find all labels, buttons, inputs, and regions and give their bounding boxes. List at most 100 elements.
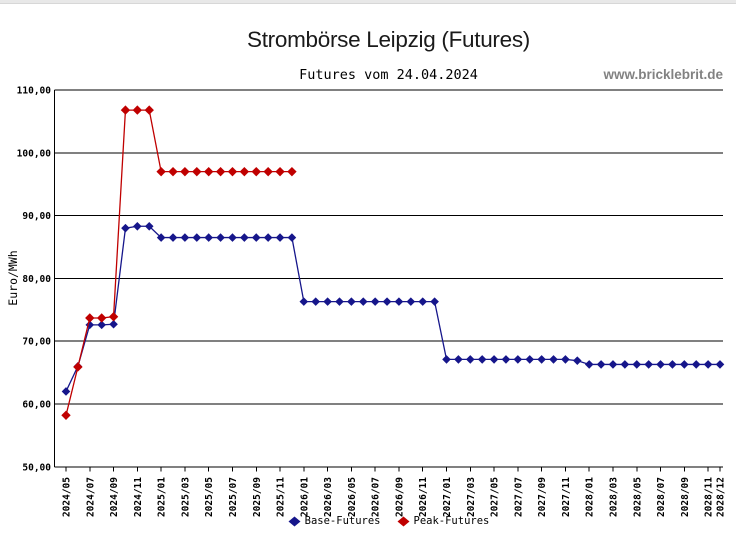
data-point-marker (263, 233, 273, 242)
data-point-marker (573, 356, 582, 365)
x-tick-label: 2026/03 (323, 477, 334, 517)
y-tick-label: 100,00 (17, 148, 52, 159)
x-tick-label: 2026/09 (394, 477, 405, 517)
data-point-marker (215, 166, 226, 177)
data-point-marker (656, 360, 665, 369)
data-point-marker (133, 221, 142, 231)
data-point-marker (311, 297, 321, 306)
data-point-marker (442, 355, 451, 364)
x-tick-label: 2024/07 (85, 477, 96, 517)
data-point-marker (192, 233, 202, 242)
y-tick-label: 110,00 (17, 86, 52, 97)
data-point-marker (287, 166, 297, 177)
data-point-marker (156, 233, 166, 242)
data-point-marker (180, 233, 190, 242)
data-point-marker (240, 233, 249, 242)
x-tick-label: 2028/01 (585, 477, 596, 517)
data-point-marker (489, 355, 499, 364)
data-point-marker (620, 360, 630, 369)
data-point-marker (144, 221, 154, 231)
data-point-marker (144, 105, 154, 115)
data-point-marker (549, 355, 558, 364)
data-point-marker (97, 320, 106, 330)
data-point-marker (61, 387, 71, 396)
x-tick-label: 2026/11 (418, 477, 429, 517)
y-tick-label: 50,00 (22, 462, 51, 473)
x-tick-label: 2027/05 (490, 477, 501, 517)
data-point-marker (454, 355, 463, 364)
legend-label: Peak-Futures (413, 515, 490, 527)
x-tick-label: 2024/05 (62, 477, 73, 517)
data-point-marker (632, 360, 642, 369)
chart-subtitle: Futures vom 24.04.2024 (299, 67, 478, 83)
data-point-marker (680, 360, 689, 369)
watermark-url: www.bricklebrit.de (603, 67, 723, 82)
data-point-marker (168, 233, 178, 242)
data-point-marker (275, 166, 285, 177)
x-tick-label: 2025/11 (276, 477, 287, 517)
data-point-marker (370, 297, 380, 306)
data-point-marker (180, 166, 190, 177)
legend-label: Base-Futures (304, 515, 381, 527)
x-tick-label: 2025/09 (252, 477, 263, 517)
data-point-marker (501, 355, 511, 364)
series-line-peak-futures (65, 109, 292, 416)
data-point-marker (323, 297, 332, 306)
data-point-marker (251, 233, 261, 242)
chart-legend: Base-Futures Peak-Futures (54, 515, 723, 527)
legend-item-peak-futures: Peak-Futures (397, 515, 490, 527)
data-point-marker (561, 355, 570, 364)
x-tick-label: 2028/07 (656, 477, 667, 517)
y-tick-label: 80,00 (22, 274, 51, 285)
x-tick-label: 2025/01 (157, 477, 168, 517)
data-point-marker (477, 355, 487, 364)
data-point-marker (121, 223, 130, 233)
data-point-marker (96, 313, 107, 323)
series-line-base-futures (65, 225, 720, 392)
data-point-marker (430, 297, 439, 306)
data-point-marker (382, 297, 392, 306)
data-point-marker (513, 355, 523, 364)
data-point-marker (644, 360, 653, 369)
data-point-marker (120, 105, 131, 115)
data-point-marker (703, 360, 713, 369)
y-tick-label: 90,00 (22, 211, 51, 222)
x-tick-label: 2025/07 (228, 477, 239, 517)
x-tick-label: 2026/05 (347, 477, 358, 517)
diamond-marker-icon (288, 516, 301, 526)
data-point-marker (465, 355, 475, 364)
data-point-marker (394, 297, 404, 306)
data-point-marker (418, 297, 428, 306)
data-point-marker (61, 410, 71, 421)
x-tick-label: 2028/05 (632, 477, 643, 517)
data-point-marker (275, 233, 285, 242)
y-tick-label: 70,00 (22, 337, 51, 348)
y-tick-label: 60,00 (22, 400, 51, 411)
x-tick-label: 2027/07 (513, 477, 524, 517)
x-tick-label: 2026/07 (371, 477, 382, 517)
data-point-marker (216, 233, 225, 242)
data-point-marker (358, 297, 368, 306)
data-point-marker (537, 355, 546, 364)
data-point-marker (228, 233, 237, 242)
x-tick-label: 2024/09 (109, 477, 120, 517)
data-point-marker (668, 360, 677, 369)
data-point-marker (239, 166, 250, 177)
data-point-marker (192, 166, 202, 177)
data-point-marker (596, 360, 606, 369)
x-tick-label: 2025/03 (180, 477, 191, 517)
data-point-marker (85, 313, 95, 323)
data-point-marker (608, 360, 618, 369)
x-tick-label: 2025/05 (204, 477, 215, 517)
data-point-marker (227, 166, 238, 177)
data-point-marker (406, 297, 416, 306)
x-tick-label: 2028/11 (704, 477, 715, 517)
x-tick-label: 2026/01 (299, 477, 310, 517)
x-tick-label: 2028/03 (608, 477, 619, 517)
x-tick-label: 2027/11 (561, 477, 572, 517)
y-axis-title: Euro/MWh (6, 250, 20, 305)
window-top-edge (0, 0, 736, 4)
x-tick-label: 2028/09 (680, 477, 691, 517)
data-point-marker (132, 105, 143, 115)
